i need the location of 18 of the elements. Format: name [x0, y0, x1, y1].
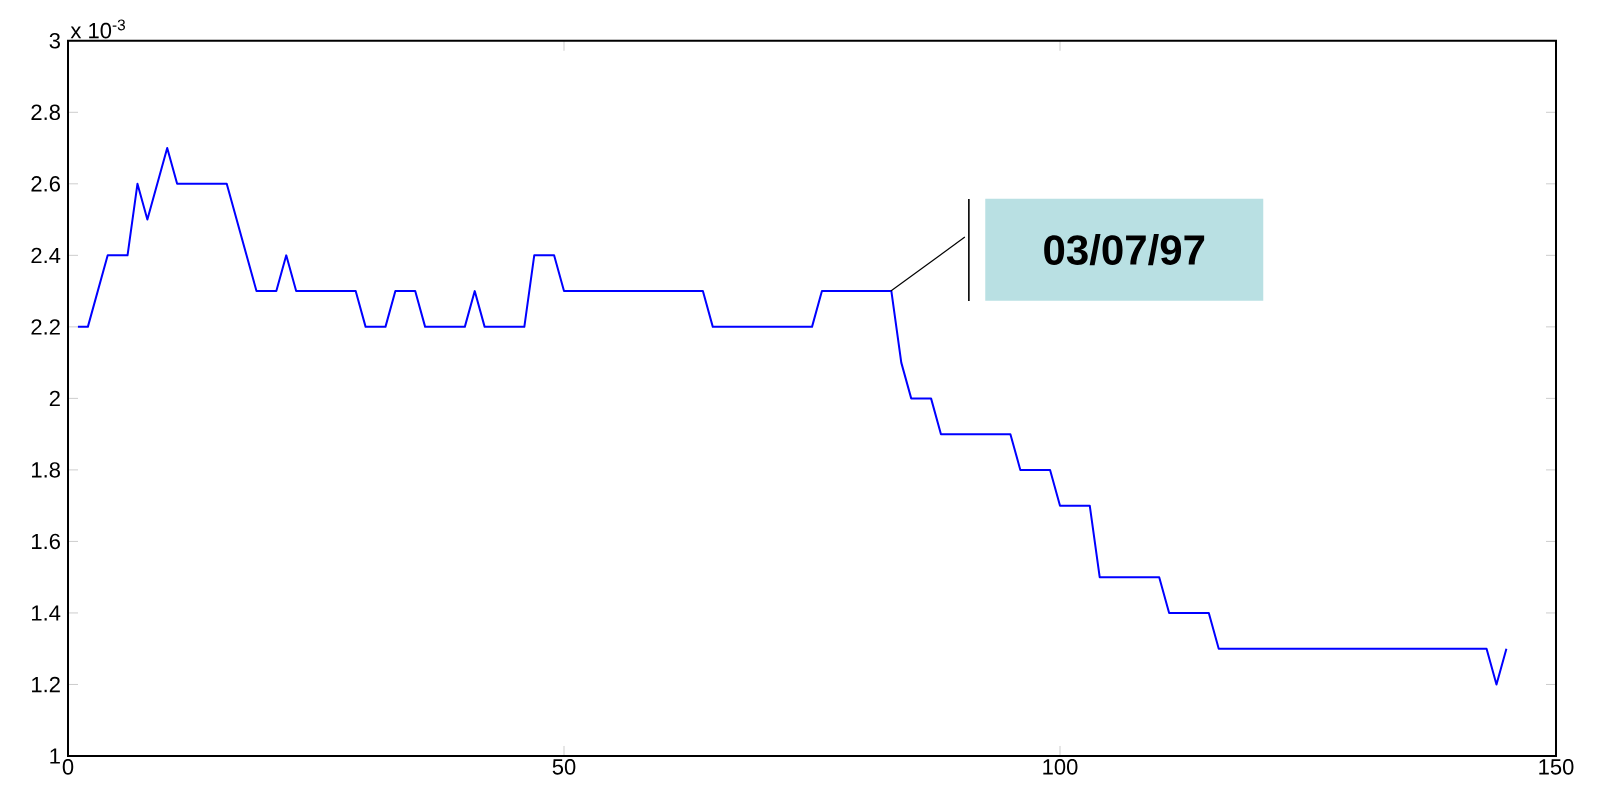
- text: x 10$^{-3}$: [70, 19, 125, 39]
- x-tick-label: 100: [1043, 759, 1078, 775]
- x-tick-label: 50: [552, 759, 576, 775]
- y-tick-label: 2.2: [31, 319, 60, 335]
- line-series: [76, 147, 1508, 686]
- y-tick-label: 2.4: [31, 247, 61, 264]
- y-tick-label: 1.8: [32, 462, 60, 478]
- y-tick-label: 2.8: [31, 104, 60, 121]
- y-tick-label: 2.6: [31, 176, 60, 192]
- y-tick-label: 2: [49, 390, 60, 407]
- x-tick-label: 0: [62, 759, 74, 775]
- y-tick-label: 1.4: [32, 605, 61, 621]
- y-tick-label: 1.2: [32, 676, 60, 693]
- x-tick-label: 150: [1539, 759, 1574, 775]
- annotation: 03/07/97: [1044, 234, 1205, 266]
- y-tick-label: 3: [49, 33, 60, 49]
- y-tick-label: 1.6: [32, 533, 60, 550]
- y-tick-label: 1: [50, 748, 60, 764]
